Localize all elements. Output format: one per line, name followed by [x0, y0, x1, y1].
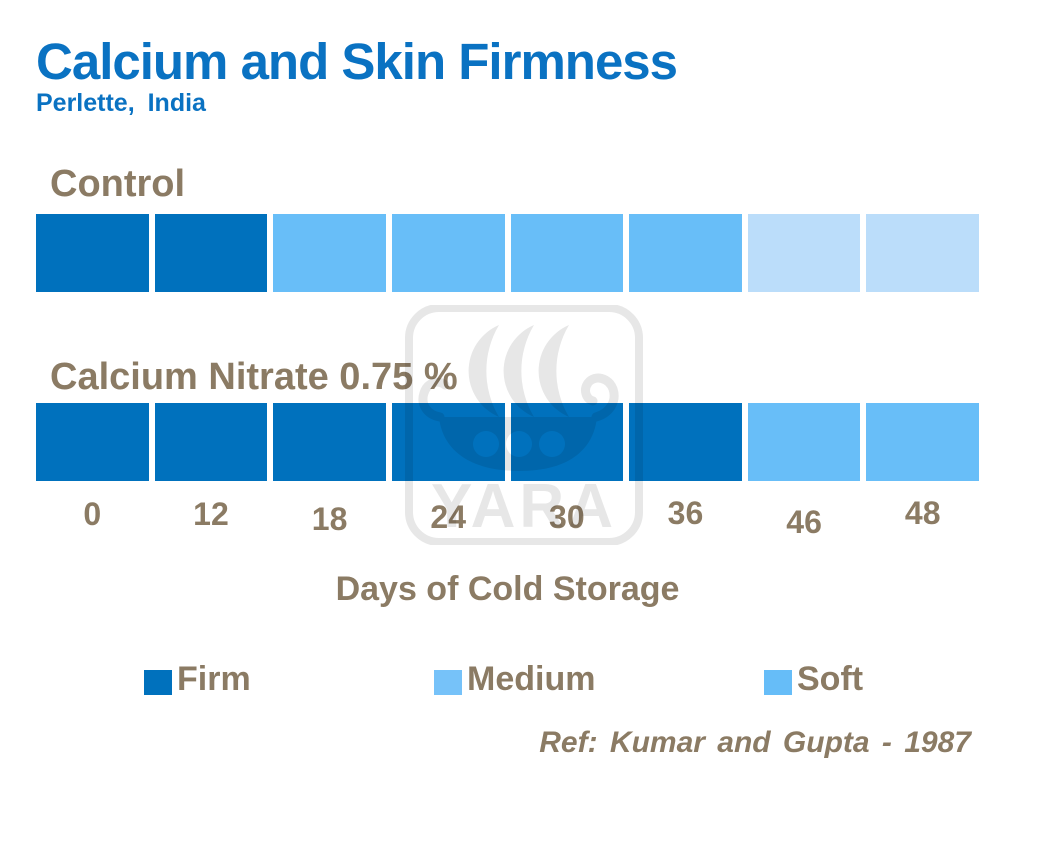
- x-axis-tick: 36: [667, 495, 704, 531]
- legend-label: Medium: [467, 660, 596, 698]
- bar-segment-medium: [629, 214, 742, 292]
- legend-label: Soft: [797, 660, 864, 698]
- x-axis-tick: 30: [549, 499, 585, 535]
- bar-segment-firm: [273, 403, 386, 481]
- bar-segment-medium: [747, 403, 861, 481]
- watermark-wordmark: YARA: [431, 472, 617, 541]
- bar-segment-firm: [629, 403, 742, 481]
- x-axis-tick: 46: [786, 504, 822, 540]
- x-axis-tick: 18: [311, 501, 348, 537]
- x-axis-tick: 0: [83, 496, 102, 532]
- bar-segment-medium: [510, 214, 624, 292]
- yara-watermark-logo: YARA: [405, 305, 643, 545]
- page-title: Calcium and Skin Firmness: [36, 33, 678, 90]
- bar-segment-soft: [866, 214, 979, 292]
- legend-label: Firm: [177, 660, 251, 698]
- x-axis-title: Days of Cold Storage: [335, 570, 680, 608]
- series-label-calcium-nitrate: Calcium Nitrate 0.75 %: [50, 356, 458, 398]
- page-subtitle: Perlette, India: [36, 89, 206, 117]
- bar-segment-firm: [36, 403, 149, 481]
- x-axis-tick: 24: [430, 499, 466, 535]
- x-axis-ticks: 0 12 18 24 30 36 46 48: [36, 494, 979, 540]
- bar-segment-firm: [36, 214, 149, 292]
- reference-text: Ref: Kumar and Gupta - 1987: [539, 726, 971, 759]
- series-label-control: Control: [50, 163, 186, 205]
- bar-row-control: [36, 214, 979, 292]
- bar-segment-firm: [154, 214, 268, 292]
- bar-segment-medium: [273, 214, 386, 292]
- bar-segment-medium: [866, 403, 979, 481]
- x-axis-tick: 48: [904, 495, 941, 531]
- legend-item-soft: Soft: [764, 660, 863, 699]
- legend-swatch-soft: [764, 669, 792, 695]
- watermark-frame: [405, 305, 643, 545]
- legend-item-medium: Medium: [434, 660, 595, 699]
- legend-item-firm: Firm: [144, 660, 251, 699]
- viking-ship-icon: [418, 325, 619, 471]
- legend-swatch-medium: [434, 669, 462, 695]
- bar-segment-soft: [747, 214, 861, 292]
- x-axis-tick: 12: [193, 496, 229, 532]
- bar-segment-firm: [154, 403, 268, 481]
- legend-swatch-firm: [144, 669, 172, 695]
- bar-segment-medium: [391, 214, 505, 292]
